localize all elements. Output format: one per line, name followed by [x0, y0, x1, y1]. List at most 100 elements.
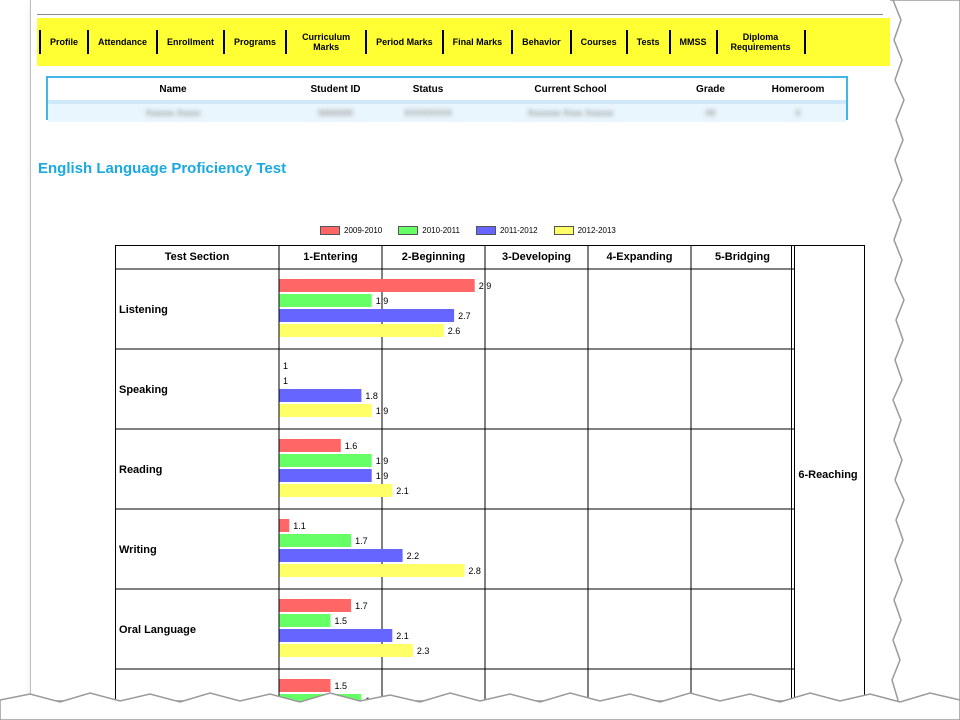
data-label: 2.6: [448, 326, 461, 336]
header-grade: Grade: [696, 83, 725, 95]
column-header: 1-Entering: [303, 251, 357, 263]
column-header: 5-Bridging: [715, 251, 770, 263]
header-student-id: Student ID: [310, 83, 361, 95]
tab-period-marks[interactable]: Period Marks: [365, 30, 442, 54]
data-label: 1: [283, 376, 288, 386]
bar: [279, 279, 475, 292]
legend-label: 2010-2011: [422, 226, 460, 235]
data-label: 1.9: [376, 296, 389, 306]
bar: [279, 599, 352, 612]
legend-swatch-2011-2012: [475, 226, 496, 235]
data-label: 1.5: [335, 616, 348, 626]
legend-label: 2009-2010: [344, 226, 383, 235]
proficiency-chart-svg: Test Section 1-Entering 2-Beginning 3-Devel…: [115, 245, 795, 705]
bar: [279, 519, 290, 532]
data-label: 1.9: [376, 456, 389, 466]
tab-profile[interactable]: Profile: [39, 30, 87, 54]
student-summary: Name Student ID Status Current School Gr…: [46, 76, 848, 122]
bar: [279, 294, 372, 307]
column-header: 2-Beginning: [402, 251, 466, 263]
bar: [279, 629, 393, 642]
level-6-reaching: 6-Reaching: [791, 245, 865, 705]
torn-edge-bottom: [0, 692, 960, 720]
bar: [279, 564, 465, 577]
legend-item: 2009-2010: [320, 226, 382, 235]
student-school: Xxxxxxx Xxxx Xxxxxx: [527, 108, 614, 118]
student-grade: 00: [705, 108, 716, 118]
legend-swatch-2012-2013: [553, 226, 574, 235]
bar: [279, 309, 455, 322]
bar: [279, 679, 331, 692]
top-divider: [37, 14, 883, 15]
student-value-row: Xxxxxx Xxxxx 0000000 XXXXXXXX Xxxxxxx Xx…: [48, 100, 846, 122]
bar: [279, 644, 413, 657]
bar: [279, 324, 444, 337]
bar: [279, 389, 362, 402]
data-label: 2.7: [458, 311, 471, 321]
data-label: 1.6: [345, 441, 358, 451]
data-label: 1: [283, 361, 288, 371]
data-label: 1.9: [376, 406, 389, 416]
nav-tabs: Profile Attendance Enrollment Programs C…: [39, 27, 806, 57]
tab-mmss[interactable]: MMSS: [668, 30, 716, 54]
legend-item: 2010-2011: [398, 226, 460, 235]
header-name: Name: [159, 83, 187, 95]
data-label: 2.1: [396, 631, 409, 641]
data-label: 1.7: [355, 601, 368, 611]
legend-swatch-2009-2010: [320, 226, 340, 235]
row-label: Speaking: [119, 384, 168, 396]
bar: [279, 439, 341, 452]
header-status: Status: [412, 83, 444, 95]
bar: [279, 454, 372, 467]
data-label: 1.9: [376, 471, 389, 481]
data-label: 1.1: [293, 521, 306, 531]
column-header: Test Section: [165, 251, 230, 263]
tab-final-marks[interactable]: Final Marks: [441, 30, 512, 54]
header-homeroom: Homeroom: [771, 83, 825, 95]
legend-swatch-2010-2011: [398, 226, 419, 235]
data-label: 1.8: [365, 391, 378, 401]
data-label: 2.1: [396, 486, 409, 496]
data-label: 2.8: [468, 566, 481, 576]
legend-label: 2012-2013: [577, 226, 616, 235]
tab-diploma-requirements[interactable]: Diploma Requirements: [715, 30, 806, 54]
chart-border: [115, 245, 795, 705]
student-header-row: Name Student ID Status Current School Gr…: [48, 78, 846, 100]
bar: [279, 469, 372, 482]
chart-legend: 2009-2010 2010-2011 2011-2012 2012-2013: [320, 226, 616, 235]
legend-item: 2012-2013: [553, 226, 616, 235]
student-status: XXXXXXXX: [403, 108, 453, 118]
tab-courses[interactable]: Courses: [569, 30, 626, 54]
row-label: Oral Language: [119, 624, 196, 636]
data-label: 1.5: [335, 681, 348, 691]
column-header: 3-Developing: [502, 251, 571, 263]
bar: [279, 534, 352, 547]
student-nav-bar: Profile Attendance Enrollment Programs C…: [37, 18, 899, 66]
bar: [279, 404, 372, 417]
tab-attendance[interactable]: Attendance: [87, 30, 156, 54]
student-id: 0000000: [317, 108, 354, 118]
tab-curriculum-marks[interactable]: Curriculum Marks: [285, 30, 365, 54]
row-label: Reading: [119, 464, 162, 476]
page-title: English Language Proficiency Test: [38, 160, 287, 177]
bar: [279, 549, 403, 562]
tab-behavior[interactable]: Behavior: [511, 30, 570, 54]
tab-tests[interactable]: Tests: [625, 30, 669, 54]
student-homeroom: 0: [795, 108, 801, 118]
bar: [279, 484, 393, 497]
torn-edge-right: [890, 0, 960, 720]
student-name: Xxxxxx Xxxxx: [145, 108, 201, 118]
row-label: Listening: [119, 304, 168, 316]
data-label: 1.7: [355, 536, 368, 546]
tab-enrollment[interactable]: Enrollment: [156, 30, 223, 54]
column-header: 4-Expanding: [606, 251, 672, 263]
data-label: 2.9: [479, 281, 492, 291]
data-label: 2.3: [417, 646, 430, 656]
bar: [279, 614, 331, 627]
header-current-school: Current School: [534, 83, 607, 95]
legend-item: 2011-2012: [475, 226, 538, 235]
row-label: Writing: [119, 544, 157, 556]
tab-programs[interactable]: Programs: [223, 30, 285, 54]
legend-label: 2011-2012: [499, 226, 538, 235]
data-label: 2.2: [407, 551, 420, 561]
